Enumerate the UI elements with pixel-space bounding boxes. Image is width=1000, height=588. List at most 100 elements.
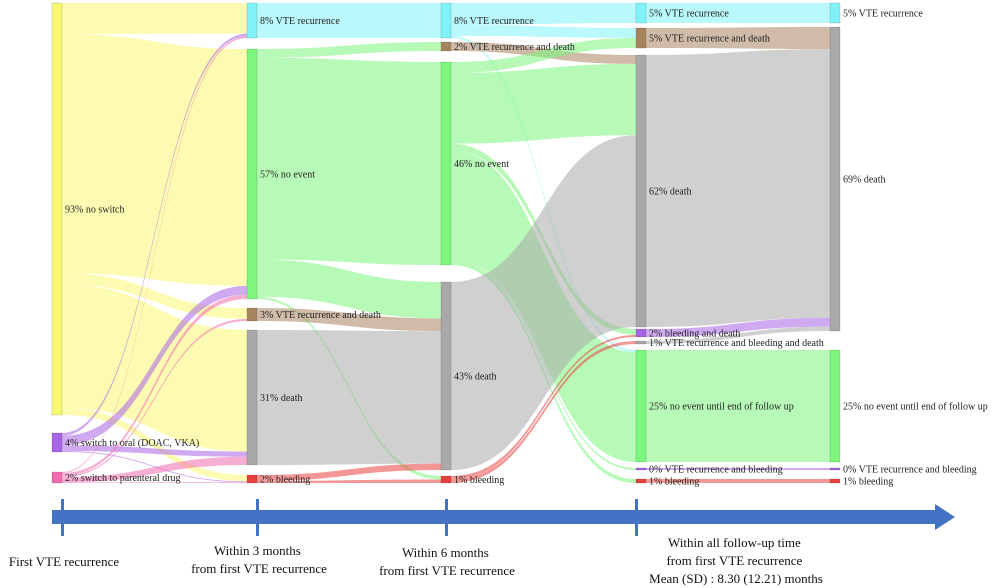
flow-s2_noevent-to-s3_death: [451, 63, 636, 144]
flow-s2_vte-to-s3_noevent: [451, 35, 636, 353]
flow-s3_vtedeath-to-s4_death: [646, 27, 830, 50]
node-s2_vtedeath: [440, 41, 452, 52]
flow-s1_vte-to-s2_vte: [257, 3, 441, 38]
node-label-s2_death: 43% death: [454, 372, 497, 383]
flow-s2_vte-to-s3_vte: [451, 3, 636, 25]
node-s0_noswitch: [51, 2, 63, 416]
flow-s0_parent-to-s1_vtedeath: [62, 318, 247, 478]
timeline-tick-1: [256, 499, 259, 536]
flow-s1_bleed-to-s2_death: [257, 463, 441, 481]
flow-s1_vtedeath-to-s2_death: [257, 308, 441, 332]
flow-s0_parent-to-s1_bleed: [62, 482, 247, 483]
node-s3_vtedeath: [635, 27, 647, 49]
node-s4_noevent: [829, 349, 841, 463]
flow-s1_noevent-to-s2_noevent: [257, 57, 441, 266]
flow-s1_bleed-to-s2_bleed: [257, 479, 441, 483]
node-label-s3_vtebleeddeath: 1% VTE recurrence and bleeding and death: [649, 338, 824, 349]
node-labels: 93% no switch 4% switch to oral (DOAC, VK…: [65, 9, 988, 488]
flow-s3_death-to-s4_death: [646, 49, 830, 327]
timeline-tick-0: [61, 499, 64, 536]
timeline-label-3-months: Within 3 months from first VTE recurrenc…: [191, 543, 327, 576]
node-label-s3_vtedeath: 5% VTE recurrence and death: [649, 34, 770, 45]
node-label-s2_vtedeath: 2% VTE recurrence and death: [454, 42, 575, 53]
node-label-s0_parent: 2% switch to parenteral drug: [65, 473, 181, 484]
node-s2_vte: [440, 2, 452, 39]
node-s3_vte: [635, 2, 647, 24]
flow-s3_bleed-to-s4_bleed: [646, 479, 830, 483]
flow-s0_oral-to-s1_noevent: [62, 285, 247, 446]
node-label-s4_bleed: 1% bleeding: [843, 477, 893, 488]
node-label-s2_bleed: 1% bleeding: [454, 475, 504, 486]
node-label-s1_vte: 8% VTE recurrence: [260, 16, 340, 27]
flow-s3_vte-to-s4_vte: [646, 3, 830, 23]
node-s3_bleeddeath: [635, 328, 647, 338]
flow-s2_vte-to-s3_vtedeath: [451, 24, 636, 38]
node-s2_bleed: [440, 475, 452, 484]
node-s3_vtebleeddeath: [635, 340, 647, 345]
node-s3_noevent: [635, 349, 647, 463]
node-label-s0_oral: 4% switch to oral (DOAC, VKA): [65, 438, 199, 449]
node-s3_death: [635, 54, 647, 328]
node-s4_bleed: [829, 478, 841, 484]
timeline-tick-2: [445, 499, 448, 536]
flow-s3_vtebleeddeath-to-s4_death: [646, 326, 830, 344]
node-label-s2_vte: 8% VTE recurrence: [454, 16, 534, 27]
node-s1_bleed: [246, 474, 258, 484]
node-s3_vtebleed: [635, 467, 647, 471]
node-s1_noevent: [246, 48, 258, 300]
node-label-s4_vtebleed: 0% VTE recurrence and bleeding: [843, 465, 977, 476]
flow-s3_vtebleed-to-s4_vtebleed: [646, 468, 830, 470]
node-s4_vte: [829, 2, 841, 24]
node-s0_oral: [51, 432, 63, 453]
node-label-s4_vte: 5% VTE recurrence: [843, 9, 923, 20]
node-label-s3_death: 62% death: [649, 187, 692, 198]
flow-s2_death-to-s3_death: [451, 135, 636, 470]
node-label-s4_noevent: 25% no event until end of follow up: [843, 402, 988, 413]
flow-s2_noevent-to-s3_vtedeath: [451, 38, 636, 74]
node-label-s1_vtedeath: 3% VTE recurrence and death: [260, 310, 381, 321]
node-s1_death: [246, 329, 258, 466]
node-s1_vte: [246, 2, 258, 39]
timeline-tick-3: [635, 499, 638, 536]
node-label-s3_vtebleed: 0% VTE recurrence and bleeding: [649, 465, 783, 476]
timeline: [52, 499, 955, 536]
node-label-s3_vte: 5% VTE recurrence: [649, 9, 729, 20]
flow-s0_noswitch-to-s1_bleed: [62, 407, 247, 482]
node-label-s3_bleeddeath: 2% bleeding and death: [649, 329, 740, 340]
node-label-s1_death: 31% death: [260, 393, 303, 404]
flow-s1_noevent-to-s2_death: [257, 259, 441, 319]
node-s4_death: [829, 26, 841, 332]
flow-s0_noswitch-to-s1_noevent: [62, 34, 247, 286]
flow-links: [62, 3, 830, 483]
flow-s0_noswitch-to-s1_vte: [62, 3, 247, 35]
node-s3_bleed: [635, 478, 647, 484]
flow-s3_bleeddeath-to-s4_death: [646, 317, 830, 337]
flow-s0_oral-to-s1_death: [62, 445, 247, 457]
timeline-label-all-follow-up: Within all follow-up time from first VTE…: [649, 535, 823, 586]
flow-s3_noevent-to-s4_noevent: [646, 350, 830, 462]
node-label-s3_noevent: 25% no event until end of follow up: [649, 402, 794, 413]
timeline-labels: First VTE recurrence Within 3 months fro…: [9, 535, 823, 586]
node-s2_noevent: [440, 61, 452, 266]
flow-s0_parent-to-s1_noevent: [62, 294, 247, 476]
flow-s2_bleed-to-s3_vtebleeddeath: [451, 341, 636, 483]
flow-s0_oral-to-s1_vte: [62, 33, 247, 436]
flow-s0_parent-to-s1_death: [62, 456, 247, 483]
node-label-s0_noswitch: 93% no switch: [65, 205, 124, 216]
node-s2_death: [440, 281, 452, 471]
timeline-arrow: [52, 504, 955, 530]
node-s1_vtedeath: [246, 307, 258, 322]
node-s4_vtebleed: [829, 467, 841, 471]
timeline-label-first-recurrence: First VTE recurrence: [9, 554, 119, 569]
node-label-s1_noevent: 57% no event: [260, 170, 315, 181]
timeline-label-6-months: Within 6 months from first VTE recurrenc…: [379, 545, 515, 578]
node-label-s4_death: 69% death: [843, 175, 886, 186]
flow-s1_noevent-to-s2_vtedeath: [257, 42, 441, 58]
flow-s1_death-to-s2_death: [257, 330, 441, 465]
node-label-s2_noevent: 46% no event: [454, 159, 509, 170]
flow-s0_oral-to-s1_bleed: [62, 451, 247, 483]
flow-s2_bleed-to-s3_bleeddeath: [451, 335, 636, 480]
node-label-s3_bleed: 1% bleeding: [649, 477, 699, 488]
node-s0_parent: [51, 471, 63, 484]
